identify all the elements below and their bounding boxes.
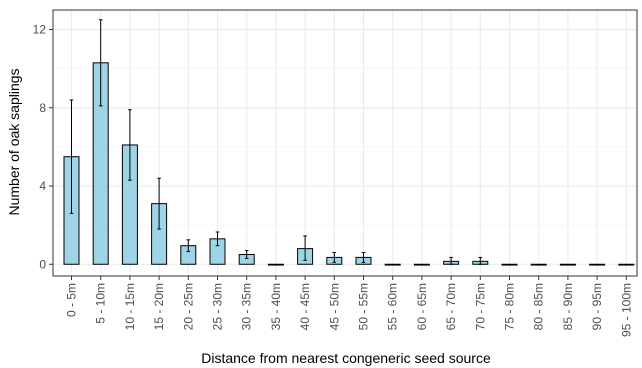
x-tick-label: 40 - 45m <box>298 283 312 330</box>
error-bars <box>69 19 483 265</box>
y-axis-title: Number of oak saplings <box>6 68 22 215</box>
x-tick-label: 85 - 90m <box>561 283 575 330</box>
error-bar <box>478 256 483 265</box>
bar <box>501 263 518 266</box>
bar <box>530 263 547 266</box>
x-tick-label: 75 - 80m <box>503 283 517 330</box>
error-bar <box>128 109 132 181</box>
y-tick-label: 0 <box>39 257 46 271</box>
x-tick-label: 65 - 70m <box>444 283 458 330</box>
y-axis-ticks: 0 4 8 12 <box>33 23 53 271</box>
x-tick-label: 90 - 95m <box>590 283 604 330</box>
x-tick-label: 35 - 40m <box>269 283 283 330</box>
error-bar <box>98 19 103 107</box>
x-tick-label: 15 - 20m <box>152 283 166 330</box>
x-tick-label: 20 - 25m <box>181 283 195 330</box>
x-tick-label: 0 - 5m <box>65 283 79 317</box>
error-bar <box>361 252 366 263</box>
bar <box>559 263 576 266</box>
x-tick-label: 55 - 60m <box>386 283 400 330</box>
x-tick-label: 80 - 85m <box>532 283 546 330</box>
error-bar <box>215 231 220 247</box>
error-bar <box>332 252 337 263</box>
x-tick-label: 70 - 75m <box>473 283 487 330</box>
panel-border <box>52 9 638 277</box>
bar <box>618 263 635 266</box>
y-tick-label: 12 <box>33 23 47 37</box>
bar <box>384 263 401 266</box>
bar <box>413 263 430 266</box>
y-tick-label: 4 <box>39 179 46 193</box>
x-tick-label: 45 - 50m <box>327 283 341 330</box>
error-bar <box>303 235 307 261</box>
error-bar <box>244 250 249 259</box>
bar <box>589 263 606 266</box>
grid-lines <box>53 10 637 276</box>
x-tick-label: 50 - 55m <box>357 283 371 330</box>
error-bar <box>186 239 191 253</box>
error-bar <box>157 177 161 230</box>
x-tick-label: 60 - 65m <box>415 283 429 330</box>
bars <box>63 62 635 266</box>
x-tick-label: 30 - 35m <box>240 283 254 330</box>
bar <box>267 263 284 266</box>
error-bar <box>449 256 453 265</box>
y-tick-label: 8 <box>39 101 46 115</box>
x-tick-label: 10 - 15m <box>123 283 137 330</box>
x-axis-ticks: 0 - 5m 5 - 10m 10 - 15m 15 - 20m 20 - 25m 25 … <box>65 276 633 337</box>
x-tick-label: 95 - 100m <box>619 283 633 337</box>
x-axis-title: Distance from nearest congeneric seed so… <box>201 350 491 366</box>
x-tick-label: 25 - 30m <box>211 283 225 330</box>
error-bar <box>69 99 74 214</box>
x-tick-label: 5 - 10m <box>94 283 108 324</box>
